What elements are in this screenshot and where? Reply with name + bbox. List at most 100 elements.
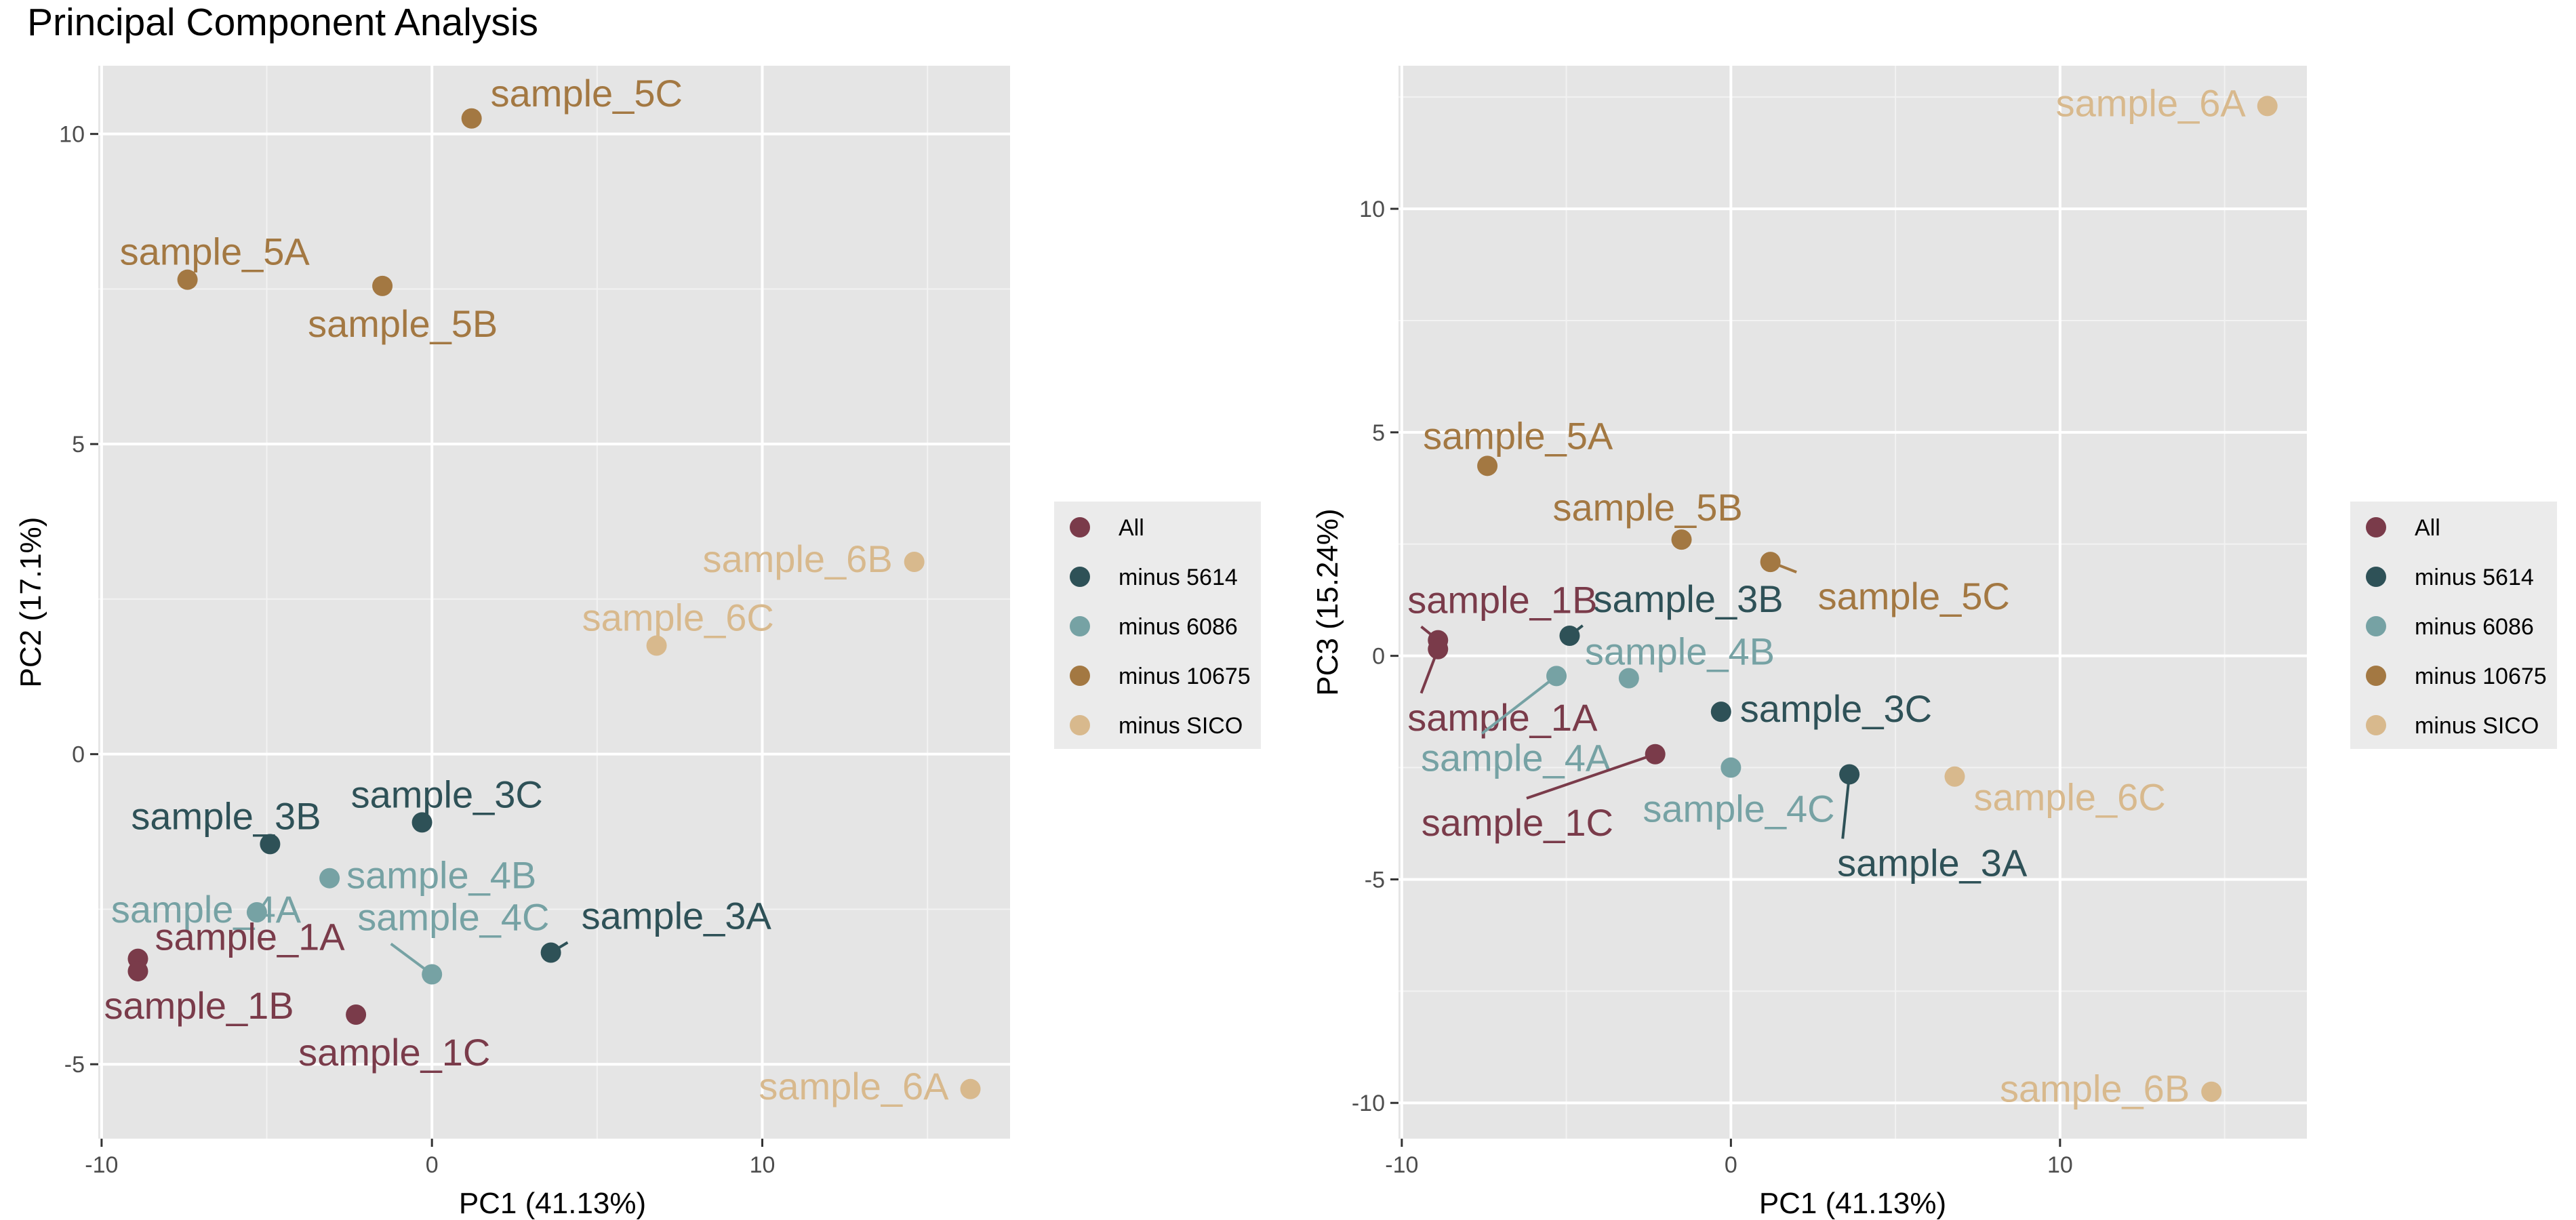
scatter-panel-1: -10 0 10 -5 0 5 10 PC1 (41.13%) PC2 (17.1%) sampl… [14, 66, 1010, 1220]
point-label: sample_5A [1423, 414, 1613, 457]
data-point-sample-1a [1428, 638, 1449, 659]
point-label: sample_1C [298, 1031, 490, 1074]
data-point-sample-5c [1760, 552, 1781, 573]
data-point-sample-6a [2257, 96, 2278, 117]
x-axis-title: PC1 (41.13%) [1759, 1187, 1946, 1220]
data-point-sample-5b [372, 275, 393, 296]
legend-item-label: All [1119, 515, 1144, 541]
point-label: sample_6B [703, 537, 893, 580]
legend-key-marker [2366, 666, 2386, 686]
point-label: sample_6B [2000, 1068, 2190, 1110]
data-point-sample-5c [461, 108, 482, 129]
point-label: sample_5A [120, 230, 310, 273]
point-label: sample_1B [104, 984, 294, 1027]
point-label: sample_5C [491, 72, 683, 115]
legend-item-label: minus SICO [2415, 713, 2539, 739]
point-label: sample_5B [1553, 486, 1743, 529]
data-point-sample-4a [1546, 666, 1567, 687]
point-label: sample_4C [357, 896, 549, 939]
legend-item-label: minus 5614 [1119, 565, 1238, 590]
legend-key-marker [2366, 715, 2386, 735]
label-leader-line [1526, 752, 1656, 800]
point-label: sample_4B [1585, 630, 1775, 673]
y-tick-label: 0 [72, 742, 85, 768]
data-point-sample-4c [422, 964, 443, 985]
data-point-sample-3c [1710, 702, 1731, 723]
data-point-sample-1b [127, 960, 148, 981]
legend-key-marker [1070, 517, 1090, 537]
x-tick-label: 0 [1725, 1152, 1737, 1178]
x-tick-label: -10 [85, 1152, 118, 1178]
point-label: sample_4B [346, 854, 536, 897]
x-tick-label: 10 [2047, 1152, 2073, 1178]
legend-item-label: minus 10675 [1119, 664, 1251, 689]
point-label: sample_5B [308, 302, 498, 345]
y-tick-label: 10 [59, 122, 85, 148]
point-label: sample_6A [2056, 81, 2247, 124]
data-point-sample-4b [319, 868, 340, 889]
y-axis-title: PC3 (15.24%) [1311, 508, 1344, 695]
data-point-sample-4b [1618, 668, 1639, 689]
y-tick-label: 10 [1359, 197, 1385, 222]
x-tick-label: 10 [750, 1152, 776, 1178]
legend: All minus 5614 minus 6086 minus 10675 minus … [1054, 502, 1261, 749]
y-tick-label: -5 [1365, 867, 1385, 893]
data-point-sample-5b [1671, 529, 1692, 550]
point-label: sample_3C [1740, 687, 1932, 730]
legend-item-label: minus 5614 [2415, 565, 2534, 590]
legend-item-label: minus 10675 [2415, 664, 2547, 689]
data-point-sample-3a [540, 942, 561, 963]
y-tick-label: 5 [72, 432, 85, 458]
legend-item-label: minus SICO [1119, 713, 1243, 739]
y-axis-title: PC2 (17.1%) [14, 517, 47, 688]
legend-item-label: minus 6086 [2415, 614, 2534, 640]
data-point-sample-6a [960, 1078, 981, 1099]
legend-key-marker [1070, 567, 1090, 587]
label-leader-line [1841, 774, 1851, 839]
data-point-sample-1c [346, 1004, 367, 1025]
point-label: sample_4A [1421, 736, 1611, 779]
x-tick-label: 0 [426, 1152, 439, 1178]
data-point-sample-5a [177, 269, 198, 290]
data-point-sample-3c [411, 812, 432, 833]
plot-background [1398, 66, 2307, 1139]
page-title: Principal Component Analysis [27, 1, 539, 44]
data-point-sample-6b [904, 552, 925, 573]
point-label: sample_1C [1422, 801, 1613, 844]
point-label: sample_5C [1818, 575, 2010, 617]
point-label: sample_3A [1837, 841, 2028, 884]
x-tick-label: -10 [1385, 1152, 1418, 1178]
legend-item-label: minus 6086 [1119, 614, 1238, 640]
legend-key-marker [2366, 567, 2386, 587]
y-tick-label: 5 [1372, 420, 1385, 446]
point-label: sample_4A [111, 888, 302, 931]
legend-item-label: All [2415, 515, 2440, 541]
data-point-sample-3a [1839, 764, 1860, 785]
point-label: sample_6A [759, 1065, 949, 1107]
label-leader-line [1481, 674, 1558, 735]
legend-key-marker [2366, 517, 2386, 537]
point-label: sample_4C [1643, 788, 1834, 830]
data-point-sample-6c [646, 635, 667, 656]
data-point-sample-6c [1944, 766, 1965, 787]
point-label: sample_6C [582, 596, 774, 639]
plot-background [98, 66, 1010, 1139]
data-point-sample-4c [1720, 757, 1742, 778]
data-point-sample-1c [1645, 744, 1666, 765]
data-point-sample-4a [246, 902, 267, 923]
legend-key-marker [1070, 616, 1090, 636]
data-point-sample-3b [1559, 625, 1580, 646]
legend: All minus 5614 minus 6086 minus 10675 minus … [2350, 502, 2557, 749]
y-tick-label: -5 [64, 1052, 85, 1078]
point-label: sample_3C [351, 773, 543, 815]
legend-key-marker [2366, 616, 2386, 636]
scatter-panel-2: -10 0 10 -10 -5 0 5 10 PC1 (41.13%) PC3 (15.24%) s… [1311, 66, 2307, 1220]
point-label: sample_6C [1974, 776, 2166, 819]
y-tick-label: -10 [1352, 1091, 1385, 1116]
data-point-sample-5a [1477, 455, 1498, 476]
point-label: sample_3A [582, 894, 772, 937]
data-point-sample-6b [2201, 1081, 2222, 1102]
point-label: sample_3B [131, 794, 321, 837]
x-axis-title: PC1 (41.13%) [459, 1187, 646, 1220]
